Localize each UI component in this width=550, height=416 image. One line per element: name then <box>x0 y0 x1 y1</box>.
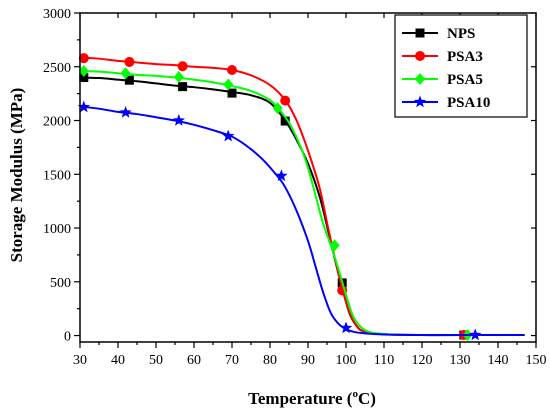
x-tick-label: 60 <box>187 353 201 368</box>
y-tick-label: 3000 <box>43 7 71 22</box>
legend-label-psa3: PSA3 <box>447 49 483 65</box>
data-point-psa10 <box>222 129 235 142</box>
data-point-psa10 <box>275 169 288 182</box>
series-psa10 <box>77 100 525 341</box>
x-tick-label: 50 <box>149 353 163 368</box>
data-point-psa3 <box>78 53 89 64</box>
data-point-nps <box>280 116 290 126</box>
legend-marker-psa5 <box>415 73 425 85</box>
axis-ticks: 30 40 50 60 70 80 90 100 110 120 130 140 15005001000… <box>43 7 547 368</box>
data-point-psa10 <box>172 114 185 126</box>
x-tick-label: 140 <box>488 353 509 368</box>
legend-label-nps: NPS <box>447 26 475 42</box>
series-line-psa3 <box>79 56 525 337</box>
data-point-psa10 <box>119 105 132 118</box>
series-layer <box>77 53 525 342</box>
x-axis-title: Temperature (oC) <box>248 388 376 408</box>
y-tick-label: 2500 <box>43 61 71 76</box>
x-tick-label: 90 <box>301 353 315 368</box>
series-line-psa5 <box>79 70 525 337</box>
y-tick-label: 0 <box>64 330 71 345</box>
data-point-nps <box>227 88 237 98</box>
data-point-psa3 <box>124 56 135 67</box>
data-point-psa5 <box>329 239 340 252</box>
data-point-psa10 <box>469 328 482 341</box>
data-point-psa5 <box>272 102 283 115</box>
legend-marker-psa3 <box>415 51 425 61</box>
legend: NPS PSA3 PSA5 PSA10 <box>394 14 528 118</box>
y-tick-label: 500 <box>50 276 71 291</box>
data-point-nps <box>79 73 89 83</box>
data-point-psa10 <box>77 100 90 113</box>
x-tick-label: 80 <box>263 353 277 368</box>
plot-frame <box>79 12 537 343</box>
legend-marker-psa10 <box>413 95 427 108</box>
data-point-psa3 <box>280 95 291 106</box>
legend-marker-nps <box>415 28 425 38</box>
y-tick-label: 1500 <box>43 168 71 183</box>
y-tick-label: 1000 <box>43 222 71 237</box>
y-axis-title: Storage Modulus (MPa) <box>7 88 26 263</box>
x-tick-label: 110 <box>374 353 394 368</box>
data-point-psa5 <box>173 70 184 83</box>
x-tick-label: 40 <box>111 353 125 368</box>
data-point-psa3 <box>177 61 188 72</box>
x-tick-label: 120 <box>412 353 433 368</box>
x-tick-label: 100 <box>336 353 357 368</box>
legend-label-psa5: PSA5 <box>447 72 483 88</box>
x-tick-label: 150 <box>526 353 547 368</box>
series-psa5 <box>78 65 525 342</box>
data-point-psa3 <box>227 64 237 75</box>
data-point-psa5 <box>120 67 131 80</box>
data-point-psa10 <box>339 321 353 334</box>
x-tick-label: 130 <box>450 353 471 368</box>
data-point-psa5 <box>223 78 234 91</box>
data-point-psa5 <box>78 65 89 78</box>
axes <box>79 12 537 343</box>
legend-label-psa10: PSA10 <box>447 95 490 111</box>
y-tick-label: 2000 <box>43 115 71 130</box>
data-point-nps <box>124 75 134 85</box>
series-line-psa10 <box>79 105 525 337</box>
data-point-nps <box>178 82 188 92</box>
x-tick-label: 70 <box>225 353 239 368</box>
x-tick-label: 30 <box>73 353 87 368</box>
